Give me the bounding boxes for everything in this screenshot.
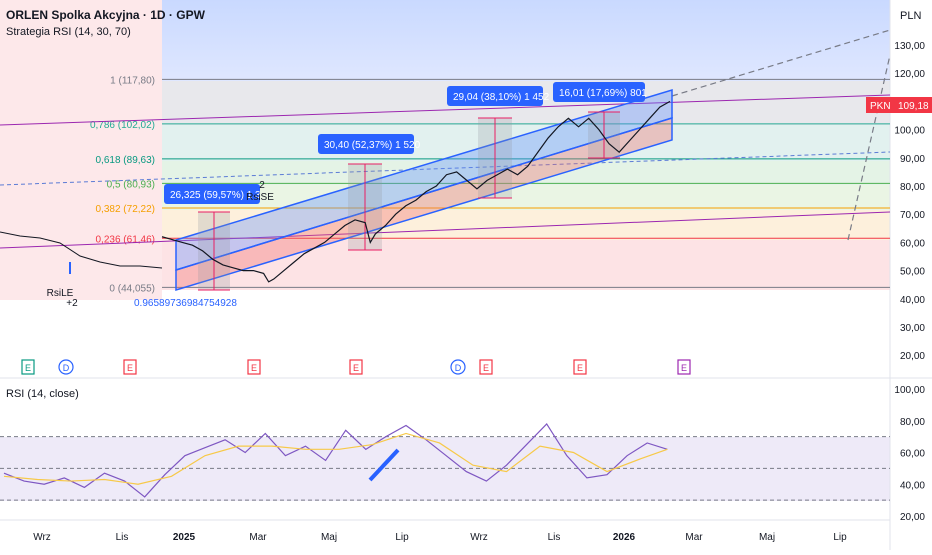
measure-label-box [318, 134, 414, 154]
price-tick-label: 90,00 [900, 154, 925, 165]
time-tick-label: Mar [685, 532, 703, 543]
left-red-zone [0, 0, 162, 300]
price-tick-label: 20,00 [900, 351, 925, 362]
rsi-annotation-arrow [368, 448, 400, 482]
event-marker-letter: E [25, 363, 31, 373]
symbol-badge-text: PKN [870, 101, 891, 112]
price-badge-text: 109,18 [898, 101, 929, 112]
rsi-pane-title[interactable]: RSI (14, close) [6, 388, 79, 400]
price-pane[interactable] [0, 0, 890, 300]
fib-level-label: 0 (44,055) [109, 283, 155, 294]
fib-level-label: 0,786 (102,02) [90, 120, 155, 131]
fib-zone-top [162, 0, 890, 81]
price-badge [893, 97, 932, 113]
price-line [161, 100, 671, 283]
upper-trendline [0, 94, 891, 126]
price-tick-label: 120,00 [894, 69, 925, 80]
event-marker [450, 359, 466, 375]
price-tick-label: 130,00 [894, 41, 925, 52]
signal-label-long: RsiLE [47, 288, 74, 299]
strategy-label[interactable]: Strategia RSI (14, 30, 70) [6, 26, 131, 38]
event-marker [21, 359, 35, 375]
time-tick-label: Lis [116, 532, 129, 543]
currency-label[interactable]: PLN [900, 10, 922, 22]
projection-line [671, 29, 891, 97]
fib-level-label: 1 (117,80) [110, 75, 155, 86]
measure-label-box [164, 184, 260, 204]
event-marker [349, 359, 363, 375]
measure-label-box [447, 86, 543, 106]
price-tick-label: 50,00 [900, 267, 925, 278]
event-marker-letter: E [681, 363, 687, 373]
fib-zone-5 [162, 210, 890, 240]
measure-label-text: 26,325 (59,57%) 1 3 [170, 190, 261, 201]
event-marker [123, 359, 137, 375]
price-tick-label: 70,00 [900, 210, 925, 221]
measure-label-box [553, 82, 645, 102]
fib-level-label: 0,382 (72,22) [96, 204, 156, 215]
price-tick-label: 100,00 [894, 126, 925, 137]
event-marker-letter: E [353, 363, 359, 373]
projection-line-steep [847, 54, 891, 241]
fib-level-label: 0,618 (89,63) [96, 155, 156, 166]
measure-label-text: 29,04 (38,10%) 1 452 [453, 92, 550, 103]
rsi-tick-label: 40,00 [900, 480, 925, 491]
event-marker [573, 359, 587, 375]
event-marker [677, 359, 691, 375]
rsi-pane[interactable] [0, 437, 890, 501]
event-marker [247, 359, 261, 375]
event-marker [58, 359, 74, 375]
price-line-history [0, 231, 163, 269]
time-tick-label: Lip [395, 532, 409, 543]
time-tick-label: Wrz [33, 532, 51, 543]
measure-label-text: 16,01 (17,69%) 801 [559, 88, 647, 99]
lower-trendline [0, 211, 891, 249]
time-tick-label: Lip [833, 532, 847, 543]
event-marker-letter: D [455, 363, 462, 373]
time-tick-label: Maj [759, 532, 775, 543]
fib-level-label: 0,236 (61,46) [96, 234, 156, 245]
channel-lower-half [175, 116, 673, 292]
event-marker-letter: E [577, 363, 583, 373]
time-tick-label: Lis [548, 532, 561, 543]
rsi-tick-label: 60,00 [900, 449, 925, 460]
time-tick-label: Mar [249, 532, 267, 543]
price-tick-label: 30,00 [900, 323, 925, 334]
event-marker-letter: D [63, 363, 70, 373]
time-tick-label: Maj [321, 532, 337, 543]
rsi-tick-label: 20,00 [900, 512, 925, 523]
price-tick-label: 80,00 [900, 182, 925, 193]
overlapping-value-text: 0.96589736984754928 [134, 298, 237, 309]
fib-zone-4 [162, 185, 890, 210]
signal-sub-short: 2 [259, 180, 265, 191]
rsi-tick-label: 100,00 [894, 385, 925, 396]
event-marker [479, 359, 493, 375]
event-marker-letter: E [127, 363, 133, 373]
measure-label-text: 30,40 (52,37%) 1 520 [324, 140, 421, 151]
fib-zone-6 [162, 240, 890, 290]
mid-dashed-line [0, 151, 891, 186]
price-tick-label: 60,00 [900, 238, 925, 249]
symbol-badge [866, 97, 893, 113]
fib-zone-2 [162, 125, 890, 161]
rsi-series-line [3, 432, 668, 485]
price-tick-label: 40,00 [900, 295, 925, 306]
time-tick-label: 2025 [173, 532, 196, 543]
fib-level-label: 0,5 (80,93) [107, 179, 155, 190]
time-tick-label: 2026 [613, 532, 636, 543]
rsi-series-line [3, 422, 668, 498]
rsi-band-background [0, 437, 890, 501]
signal-sub-long: +2 [66, 298, 78, 309]
event-marker-letter: E [483, 363, 489, 373]
chart-title[interactable]: ORLEN Spolka Akcyjna · 1D · GPW [6, 8, 205, 22]
time-tick-label: Wrz [470, 532, 488, 543]
rsi-tick-label: 80,00 [900, 417, 925, 428]
signal-label-short: RsiSE [246, 192, 274, 203]
event-marker-letter: E [251, 363, 257, 373]
